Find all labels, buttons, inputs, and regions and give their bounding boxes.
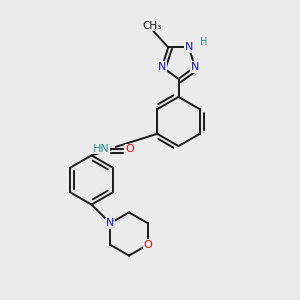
Text: N: N <box>106 218 115 228</box>
Text: CH₃: CH₃ <box>142 20 161 31</box>
Text: HN: HN <box>93 143 110 154</box>
Text: O: O <box>143 240 152 250</box>
Text: N: N <box>191 62 199 72</box>
Text: O: O <box>125 144 134 154</box>
Text: N: N <box>184 42 193 52</box>
Text: H: H <box>200 37 208 47</box>
Text: N: N <box>158 62 166 72</box>
